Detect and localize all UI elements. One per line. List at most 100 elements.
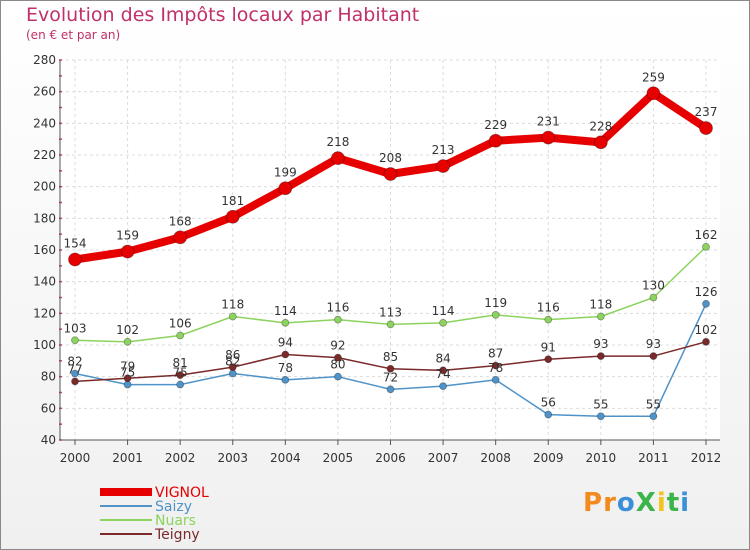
y-tick-label: 200 [33, 180, 56, 194]
data-label-teigny: 94 [278, 336, 293, 350]
data-label-nuars: 114 [274, 304, 297, 318]
logo-letter: i [656, 488, 667, 518]
logo-letter: t [666, 488, 681, 518]
data-label-nuars: 118 [589, 298, 612, 312]
x-tick-label: 2001 [112, 451, 143, 465]
data-point-teigny [596, 352, 605, 360]
data-point-saizy [544, 410, 553, 419]
data-label-nuars: 106 [169, 317, 192, 331]
legend-item-saizy: Saizy [100, 499, 192, 515]
data-point-vignol [541, 130, 556, 145]
data-label-teigny: 84 [435, 351, 450, 365]
data-label-saizy: 78 [278, 361, 293, 375]
data-point-teigny [439, 366, 447, 375]
data-label-saizy: 75 [173, 366, 188, 380]
x-tick-label: 2006 [375, 451, 406, 465]
y-tick-label: 280 [33, 53, 56, 67]
data-label-vignol: 181 [221, 194, 244, 208]
x-tick-label: 2002 [165, 451, 196, 465]
data-label-nuars: 162 [695, 228, 718, 242]
logo-letter: r [603, 488, 617, 518]
data-label-saizy: 72 [383, 370, 398, 384]
data-label-vignol: 213 [432, 143, 455, 157]
data-point-vignol [699, 121, 713, 135]
data-point-vignol [225, 209, 240, 224]
y-tick-label: 220 [33, 148, 56, 162]
data-point-teigny [649, 352, 658, 360]
data-label-vignol: 154 [64, 237, 87, 251]
x-tick-label: 2011 [638, 451, 669, 465]
chart-title: Evolution des Impôts locaux par Habitant [26, 4, 420, 26]
logo-letter: X [635, 488, 657, 518]
series-saizy [71, 299, 710, 421]
y-tick-label: 80 [41, 370, 56, 384]
data-label-teigny: 86 [225, 348, 240, 362]
data-label-nuars: 118 [221, 298, 244, 312]
data-point-nuars [281, 318, 290, 327]
logo-letter: i [680, 488, 691, 518]
data-point-nuars [334, 315, 342, 324]
chart-subtitle: (en € et par an) [26, 28, 121, 42]
legend-label-nuars: Nuars [155, 513, 196, 529]
data-point-nuars [228, 312, 237, 321]
data-label-vignol: 229 [484, 118, 507, 132]
data-point-nuars [544, 315, 553, 324]
legend-label-vignol: VIGNOL [155, 485, 209, 501]
data-point-nuars [386, 320, 395, 329]
data-point-teigny [281, 350, 290, 359]
data-point-nuars [649, 293, 658, 302]
data-label-vignol: 218 [326, 135, 349, 149]
y-tick-label: 160 [33, 243, 56, 257]
data-point-saizy [596, 412, 605, 421]
data-point-saizy [439, 382, 447, 391]
data-point-teigny [334, 353, 342, 362]
series-teigny [71, 337, 710, 386]
data-label-nuars: 119 [484, 296, 507, 310]
y-tick-label: 240 [33, 116, 56, 130]
data-point-vignol [593, 135, 608, 150]
data-point-teigny [386, 364, 395, 373]
data-point-saizy [71, 369, 79, 378]
data-label-teigny: 102 [695, 323, 718, 337]
data-label-teigny: 93 [646, 337, 661, 351]
x-tick-label: 2010 [586, 451, 617, 465]
y-tick-label: 60 [41, 401, 56, 415]
y-tick-label: 40 [41, 433, 56, 447]
data-point-nuars [176, 331, 185, 340]
data-label-nuars: 103 [64, 321, 87, 335]
data-label-teigny: 91 [541, 340, 556, 354]
data-label-saizy: 126 [695, 285, 718, 299]
y-tick-label: 180 [33, 211, 56, 225]
data-label-vignol: 259 [642, 70, 665, 84]
data-point-nuars [123, 337, 132, 346]
data-label-nuars: 130 [642, 279, 665, 293]
data-label-saizy: 56 [541, 396, 556, 410]
data-point-teigny [491, 361, 500, 370]
data-label-saizy: 74 [435, 367, 450, 381]
data-point-vignol [383, 167, 398, 181]
data-label-nuars: 102 [116, 323, 139, 337]
data-point-saizy [386, 385, 395, 394]
data-point-vignol [120, 244, 135, 259]
data-point-vignol [436, 159, 450, 173]
data-point-saizy [176, 380, 185, 389]
data-point-vignol [173, 230, 188, 245]
data-point-nuars [71, 336, 79, 345]
legend-item-teigny: Teigny [100, 527, 200, 543]
data-point-teigny [123, 374, 132, 383]
data-label-vignol: 231 [537, 115, 560, 129]
x-tick-label: 2008 [480, 451, 511, 465]
data-label-teigny: 87 [488, 347, 503, 361]
series-layer [68, 86, 713, 421]
x-tick-label: 2007 [428, 451, 459, 465]
data-point-nuars [439, 318, 447, 327]
data-label-teigny: 93 [593, 337, 608, 351]
legend-item-vignol: VIGNOL [100, 485, 209, 501]
logo-letter: o [616, 488, 636, 518]
data-label-saizy: 80 [330, 358, 345, 372]
logo-letter: P [583, 488, 604, 518]
proxiti-logo: ProXiti [583, 488, 690, 518]
data-label-vignol: 208 [379, 151, 402, 165]
data-label-teigny: 79 [120, 359, 135, 373]
